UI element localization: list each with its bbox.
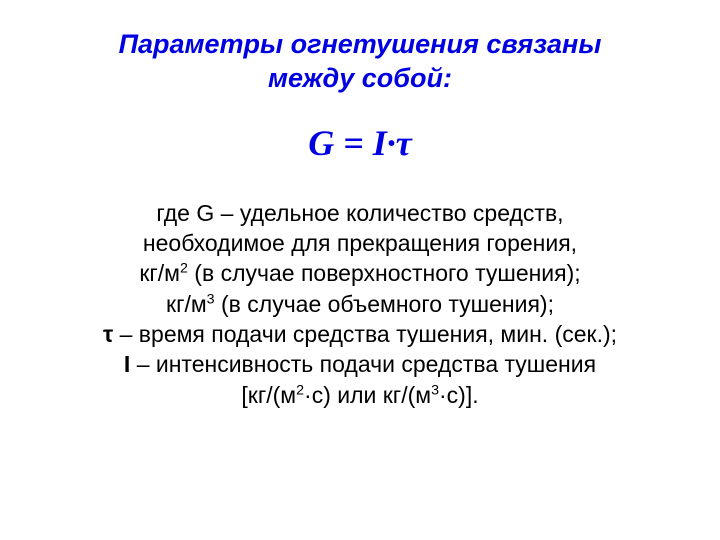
body-l2: необходимое для прекращения горения, xyxy=(143,230,577,256)
body-l7-sup1: 2 xyxy=(296,382,304,398)
body-l1-dash: – xyxy=(221,200,234,226)
body-l7b: ·с) или кг/(м xyxy=(304,382,431,408)
body-l4-sup: 3 xyxy=(207,291,215,307)
body-l3-sup: 2 xyxy=(180,261,188,277)
equation-rhs-i: I xyxy=(373,123,387,163)
equation-dot: · xyxy=(387,123,396,163)
body-l5a: – время подачи средства тушения, мин. (с… xyxy=(113,321,617,347)
slide: Параметры огнетушения связаны между собо… xyxy=(0,0,720,540)
body-l3b: (в случае поверхностного тушения); xyxy=(188,260,581,286)
body-l1a: где G xyxy=(156,200,220,226)
body-l7a: [кг/(м xyxy=(241,382,296,408)
body-l7c: ·с)]. xyxy=(439,382,479,408)
title-line-2: между собой: xyxy=(268,63,452,93)
body-l4a: кг/м xyxy=(166,291,207,317)
slide-title: Параметры огнетушения связаны между собо… xyxy=(40,28,680,96)
body-tau-symbol: τ xyxy=(103,321,113,347)
equation-eq: = xyxy=(334,123,373,163)
title-line-1: Параметры огнетушения связаны xyxy=(119,29,602,59)
body-l4b: (в случае объемного тушения); xyxy=(215,291,554,317)
body-l1c: удельное количество средств, xyxy=(233,200,563,226)
equation-rhs-tau: τ xyxy=(396,123,412,163)
equation-lhs: G xyxy=(308,123,334,163)
body-text: где G – удельное количество средств, нео… xyxy=(40,198,680,411)
body-l6a: – интенсивность подачи средства тушения xyxy=(130,351,596,377)
body-l7-sup2: 3 xyxy=(431,382,439,398)
equation: G = I·τ xyxy=(40,122,680,164)
body-l3a: кг/м xyxy=(139,260,180,286)
